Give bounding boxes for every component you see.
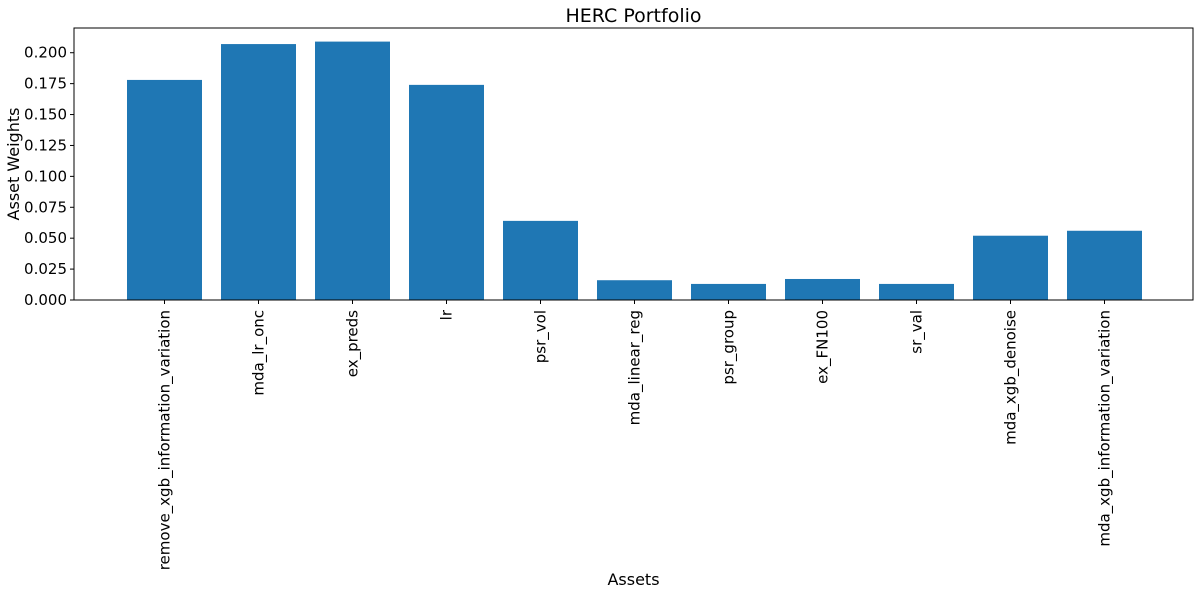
y-axis: 0.000 0.025 0.050 0.075 0.100 0.125 0.150 0.175…: [24, 44, 74, 309]
y-axis-label: Asset Weights: [4, 108, 23, 221]
plot-frame: [73, 27, 1194, 301]
x-tick-label: psr_vol: [532, 310, 551, 363]
y-tick-label: 0.100: [24, 167, 67, 185]
x-tick-label: remove_xgb_information_variation: [156, 310, 175, 570]
x-tick-label: ex_preds: [344, 310, 363, 377]
x-tick-label: mda_xgb_denoise: [1002, 310, 1021, 445]
bar-mda_xgb_information_variation: [1067, 230, 1142, 300]
y-tick-label: 0.025: [24, 260, 67, 278]
x-tick-label: psr_group: [720, 310, 739, 385]
x-tick-label: sr_val: [908, 310, 927, 354]
x-tick-label: lr: [438, 309, 456, 320]
bar-psr_vol: [503, 220, 578, 300]
bars-group: [127, 41, 1142, 301]
bar-mda_xgb_denoise: [973, 235, 1048, 300]
y-tick-label: 0.200: [24, 44, 67, 62]
bar-ex_FN100: [785, 278, 860, 300]
x-axis: remove_xgb_information_variation mda_lr_o…: [156, 300, 1115, 570]
y-tick-label: 0.075: [24, 198, 67, 216]
x-axis-label: Assets: [607, 570, 659, 589]
bar-remove_xgb_information_variation: [127, 79, 202, 300]
y-tick-label: 0.150: [24, 106, 67, 124]
x-tick-label: ex_FN100: [814, 310, 833, 384]
x-tick-label: mda_linear_reg: [626, 310, 645, 425]
bar-sr_val: [879, 283, 954, 300]
y-tick-label: 0.125: [24, 136, 67, 154]
y-tick-label: 0.175: [24, 75, 67, 93]
x-tick-label: mda_xgb_information_variation: [1096, 310, 1115, 547]
bar-ex_preds: [315, 41, 390, 300]
chart-title: HERC Portfolio: [565, 5, 701, 27]
x-tick-label: mda_lr_onc: [250, 310, 269, 396]
bar-psr_group: [691, 283, 766, 300]
bar-mda_linear_reg: [597, 280, 672, 300]
bar-lr: [409, 84, 484, 300]
y-tick-label: 0.050: [24, 229, 67, 247]
y-tick-label: 0.000: [24, 291, 67, 309]
bar-mda_lr_onc: [221, 44, 296, 301]
